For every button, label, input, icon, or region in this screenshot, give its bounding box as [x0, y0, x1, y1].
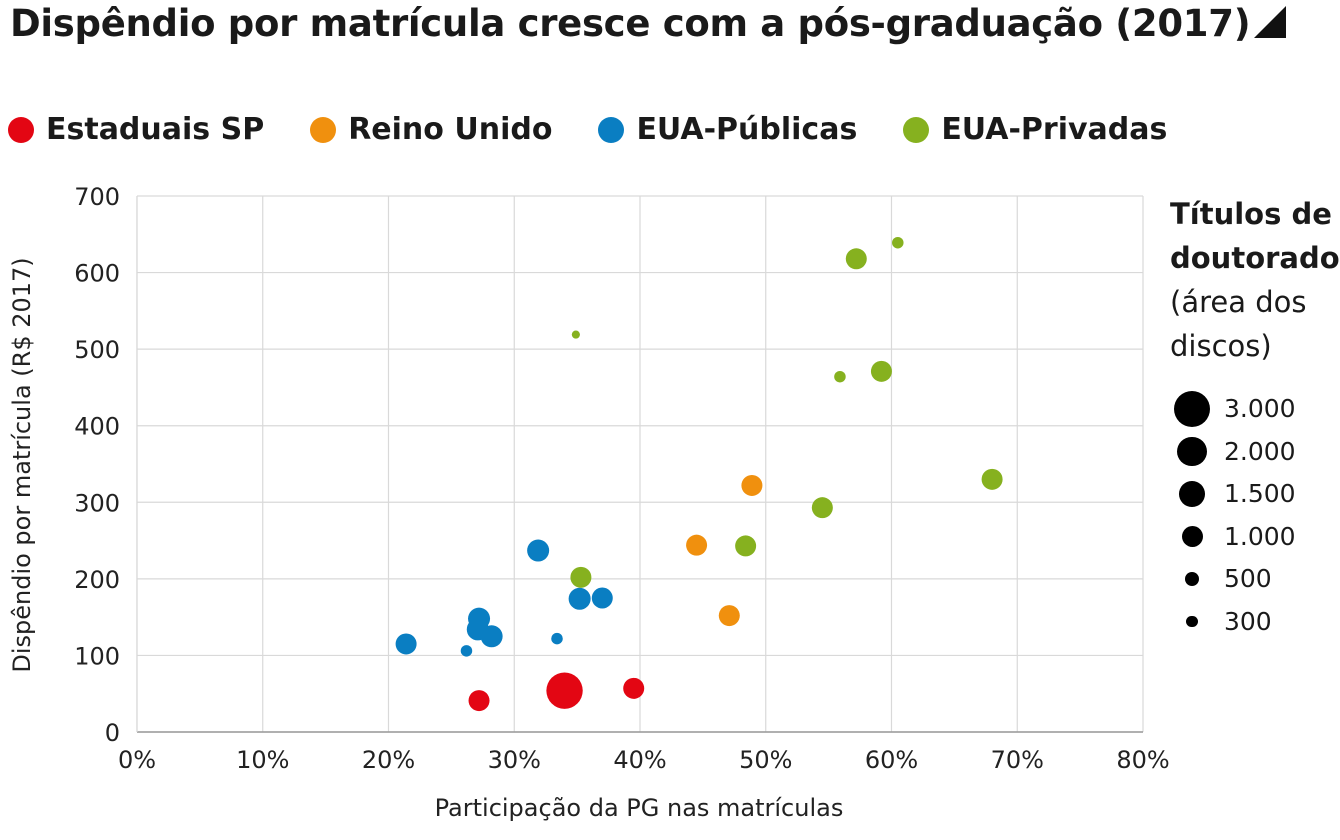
size-legend: Títulos de doutorado (área dos discos) 3… [1170, 192, 1340, 643]
legend-item-eua-privadas: EUA-Privadas [903, 112, 1167, 147]
x-tick-label: 10% [236, 746, 289, 774]
point-eua-privadas [981, 468, 1003, 490]
point-eua-privadas [834, 370, 846, 383]
size-legend-entry: 300 [1170, 601, 1340, 644]
size-legend-entry: 3.000 [1170, 388, 1340, 431]
x-tick-label: 60% [865, 746, 918, 774]
x-tick-label: 0% [118, 746, 156, 774]
size-legend-disc [1186, 615, 1198, 628]
y-tick-label: 300 [74, 489, 120, 517]
chart-title: Dispêndio por matrícula cresce com a pós… [10, 2, 1287, 47]
legend-label: EUA-Privadas [941, 112, 1168, 147]
point-eua-privadas [845, 248, 867, 270]
legend-item-eua-publicas: EUA-Públicas [598, 112, 857, 147]
point-eua-p-blicas [395, 633, 417, 655]
size-legend-label: 500 [1224, 564, 1272, 593]
x-tick-label: 20% [362, 746, 415, 774]
x-tick-label: 30% [488, 746, 541, 774]
point-eua-p-blicas [460, 645, 473, 657]
grid-lines [136, 195, 1144, 733]
point-eua-p-blicas [568, 587, 591, 610]
point-estaduais-sp [546, 672, 583, 709]
legend-label: EUA-Públicas [636, 112, 858, 147]
series-legend: Estaduais SP Reino Unido EUA-Públicas EU… [8, 112, 1213, 147]
point-reino-unido [718, 605, 740, 627]
axes: 0% 10% 20% 30% 40% 50% 60% 70% 80% 0 100 200 300 400 5… [74, 183, 1169, 774]
size-legend-entries: 3.000 2.000 1.500 1.000 500 300 [1170, 388, 1340, 643]
y-tick-label: 0 [105, 719, 120, 747]
legend-dot [8, 116, 34, 143]
size-legend-label: 3.000 [1224, 394, 1296, 423]
x-tick-label: 70% [991, 746, 1044, 774]
size-legend-title-line2: doutorado [1170, 241, 1340, 275]
size-legend-disc [1179, 481, 1205, 507]
legend-dot [598, 116, 625, 143]
size-legend-entry: 2.000 [1170, 431, 1340, 474]
point-eua-privadas [870, 360, 892, 382]
y-tick-label: 700 [74, 183, 120, 211]
size-legend-label: 1.000 [1224, 521, 1296, 551]
point-eua-p-blicas [480, 625, 503, 648]
legend-dot [310, 116, 337, 143]
size-legend-label: 300 [1224, 606, 1272, 636]
legend-item-estaduais-sp: Estaduais SP [8, 112, 264, 147]
legend-item-reino-unido: Reino Unido [310, 112, 552, 147]
point-reino-unido [741, 474, 763, 496]
point-eua-privadas [735, 535, 757, 557]
y-tick-label: 500 [74, 336, 120, 364]
y-tick-label: 600 [74, 260, 120, 288]
size-legend-disc [1173, 390, 1211, 428]
size-legend-label: 1.500 [1224, 479, 1296, 508]
point-eua-p-blicas [591, 587, 613, 609]
point-eua-p-blicas [527, 539, 550, 562]
size-legend-entry: 1.000 [1170, 516, 1340, 559]
x-axis-label: Participação da PG nas matrículas [435, 794, 844, 822]
legend-label: Estaduais SP [46, 112, 265, 147]
size-legend-label: 2.000 [1224, 436, 1296, 466]
point-eua-privadas [892, 236, 904, 249]
size-legend-entry: 1.500 [1170, 473, 1340, 516]
point-estaduais-sp [468, 690, 490, 712]
point-eua-privadas [570, 566, 592, 588]
x-tick-label: 40% [613, 746, 666, 774]
y-axis-label: Dispêndio por matrícula (R$ 2017) [8, 257, 36, 672]
y-tick-label: 400 [74, 413, 120, 441]
size-legend-disc [1184, 571, 1200, 587]
point-estaduais-sp [623, 677, 645, 699]
y-tick-label: 200 [74, 566, 120, 594]
size-legend-entry: 500 [1170, 558, 1340, 601]
chart-title-text: Dispêndio por matrícula cresce com a pós… [10, 2, 1251, 45]
x-tick-label: 80% [1116, 746, 1169, 774]
point-eua-privadas [571, 330, 580, 339]
point-reino-unido [686, 534, 708, 556]
y-tick-label: 100 [74, 642, 120, 670]
triangle-icon [1254, 4, 1287, 47]
x-tick-label: 50% [739, 746, 792, 774]
point-eua-p-blicas [551, 632, 563, 645]
data-points [395, 236, 1003, 712]
legend-dot [903, 116, 930, 143]
size-legend-sub-line1: (área dos [1170, 285, 1307, 319]
size-legend-sub-line2: discos) [1170, 329, 1272, 363]
size-legend-disc [1177, 436, 1207, 467]
point-eua-privadas [811, 497, 833, 519]
size-legend-disc [1181, 526, 1203, 547]
legend-label: Reino Unido [348, 112, 553, 147]
size-legend-title-line1: Títulos de [1170, 197, 1332, 231]
